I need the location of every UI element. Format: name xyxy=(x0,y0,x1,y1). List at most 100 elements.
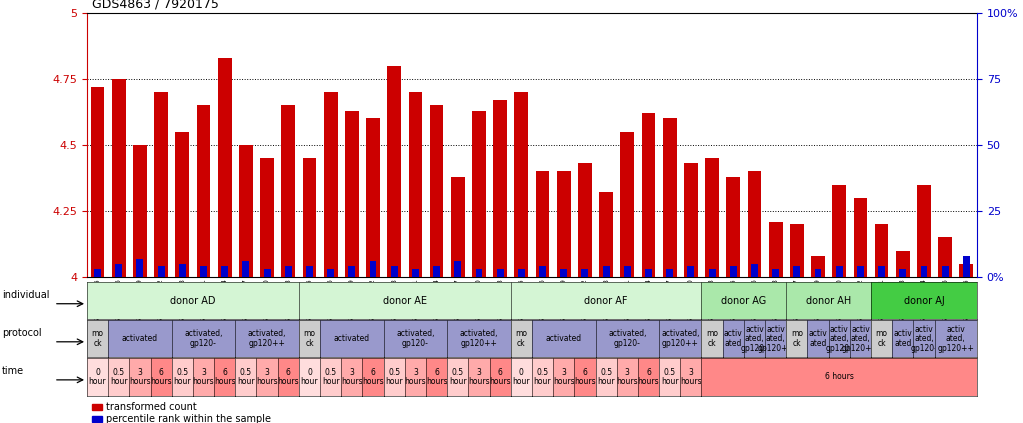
Text: 3
hours: 3 hours xyxy=(192,368,214,386)
Bar xyxy=(306,266,313,277)
Text: 3
hours: 3 hours xyxy=(341,368,362,386)
Bar xyxy=(327,269,335,277)
Bar xyxy=(960,264,973,277)
Text: 3
hours: 3 hours xyxy=(617,368,638,386)
Text: donor AH: donor AH xyxy=(806,296,851,306)
Bar xyxy=(196,105,211,277)
Text: 0.5
hour: 0.5 hour xyxy=(661,368,678,386)
Text: 0.5
hour: 0.5 hour xyxy=(109,368,128,386)
Bar xyxy=(515,92,528,277)
Bar xyxy=(794,266,800,277)
Text: mo
ck: mo ck xyxy=(791,330,803,348)
Bar xyxy=(476,269,483,277)
Bar xyxy=(942,266,948,277)
Bar xyxy=(281,105,296,277)
Bar xyxy=(454,261,461,277)
Text: 3
hours: 3 hours xyxy=(405,368,427,386)
Bar xyxy=(433,266,440,277)
Bar xyxy=(663,118,676,277)
Text: 0.5
hour: 0.5 hour xyxy=(449,368,466,386)
Bar xyxy=(158,266,165,277)
Bar xyxy=(561,269,567,277)
Bar xyxy=(497,269,503,277)
Bar xyxy=(811,256,825,277)
Bar xyxy=(218,58,231,277)
Text: activated,
gp120-: activated, gp120- xyxy=(608,330,647,348)
Text: activ
ated,
gp120-: activ ated, gp120- xyxy=(910,324,937,353)
Bar xyxy=(836,266,843,277)
Bar xyxy=(430,105,444,277)
Text: activ
ated,
gp120-: activ ated, gp120- xyxy=(741,324,768,353)
Bar xyxy=(366,118,380,277)
Bar xyxy=(175,132,189,277)
Bar xyxy=(875,224,889,277)
Bar xyxy=(921,266,928,277)
Bar xyxy=(687,266,695,277)
Bar xyxy=(136,258,143,277)
Text: individual: individual xyxy=(2,290,49,299)
Bar xyxy=(581,269,588,277)
Bar xyxy=(709,269,715,277)
Bar xyxy=(242,261,250,277)
Bar xyxy=(896,251,909,277)
Bar xyxy=(790,224,804,277)
Bar xyxy=(116,264,122,277)
Bar xyxy=(878,266,885,277)
Text: 3
hours: 3 hours xyxy=(680,368,702,386)
Bar xyxy=(264,269,270,277)
Bar xyxy=(493,100,507,277)
Text: 3
hours: 3 hours xyxy=(129,368,150,386)
Text: activ
ated: activ ated xyxy=(893,330,913,348)
Bar xyxy=(472,110,486,277)
Text: mo
ck: mo ck xyxy=(516,330,528,348)
Text: 0
hour: 0 hour xyxy=(301,368,318,386)
Text: 3
hours: 3 hours xyxy=(469,368,490,386)
Bar xyxy=(369,261,376,277)
Text: donor AE: donor AE xyxy=(383,296,427,306)
Text: 6
hours: 6 hours xyxy=(214,368,235,386)
Bar xyxy=(201,266,207,277)
Text: donor AJ: donor AJ xyxy=(903,296,944,306)
Bar xyxy=(899,269,906,277)
Bar xyxy=(684,163,698,277)
Bar xyxy=(917,184,931,277)
Bar xyxy=(666,269,673,277)
Text: activated: activated xyxy=(545,334,582,343)
Bar xyxy=(705,158,719,277)
Bar xyxy=(938,237,952,277)
Bar xyxy=(833,184,846,277)
Text: 6
hours: 6 hours xyxy=(574,368,595,386)
Bar xyxy=(179,264,186,277)
Text: 6
hours: 6 hours xyxy=(362,368,384,386)
Text: 0.5
hour: 0.5 hour xyxy=(597,368,615,386)
Text: activated: activated xyxy=(333,334,370,343)
Text: donor AD: donor AD xyxy=(170,296,216,306)
Bar xyxy=(772,269,780,277)
Bar xyxy=(646,269,652,277)
Text: 0.5
hour: 0.5 hour xyxy=(386,368,403,386)
Text: 0.5
hour: 0.5 hour xyxy=(322,368,340,386)
Bar xyxy=(154,92,168,277)
Bar xyxy=(349,266,355,277)
Bar xyxy=(768,222,783,277)
Text: 6
hours: 6 hours xyxy=(277,368,299,386)
Bar xyxy=(451,177,464,277)
Legend: transformed count, percentile rank within the sample: transformed count, percentile rank withi… xyxy=(92,402,271,423)
Text: activated,
gp120++: activated, gp120++ xyxy=(248,330,286,348)
Text: activated,
gp120-: activated, gp120- xyxy=(184,330,223,348)
Text: 3
hours: 3 hours xyxy=(257,368,278,386)
Text: 0.5
hour: 0.5 hour xyxy=(174,368,191,386)
Bar xyxy=(284,266,292,277)
Text: activ
ated,
gp120-: activ ated, gp120- xyxy=(826,324,852,353)
Bar xyxy=(536,171,549,277)
Bar xyxy=(112,79,126,277)
Text: GDS4863 / 7920175: GDS4863 / 7920175 xyxy=(92,0,219,11)
Bar xyxy=(853,198,868,277)
Bar xyxy=(260,158,274,277)
Text: activated,
gp120-: activated, gp120- xyxy=(396,330,435,348)
Bar xyxy=(578,163,592,277)
Text: protocol: protocol xyxy=(2,328,41,338)
Text: 0
hour: 0 hour xyxy=(89,368,106,386)
Text: 6
hours: 6 hours xyxy=(637,368,659,386)
Text: activ
ated: activ ated xyxy=(724,330,743,348)
